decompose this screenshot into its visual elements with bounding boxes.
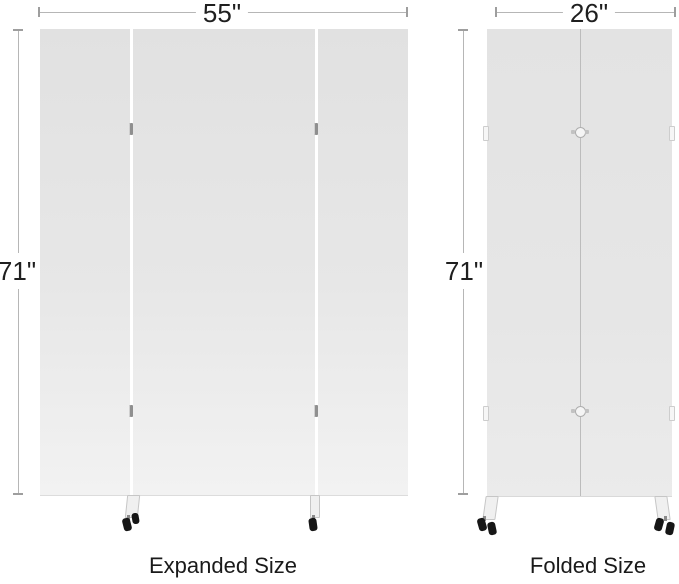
expanded-panel-right bbox=[318, 29, 408, 496]
caster-wheel-icon bbox=[303, 495, 333, 535]
dimension-tick-icon bbox=[406, 7, 408, 17]
edge-hinge-icon bbox=[483, 406, 489, 421]
hinge-icon bbox=[129, 405, 133, 417]
edge-hinge-icon bbox=[669, 126, 675, 141]
hinge-icon bbox=[314, 405, 318, 417]
hinge-icon bbox=[129, 123, 133, 135]
folded-width-label: 26" bbox=[562, 0, 616, 26]
dimension-tick-icon bbox=[458, 29, 468, 31]
dimension-tick-icon bbox=[674, 7, 676, 17]
folded-panel bbox=[487, 29, 672, 497]
edge-hinge-icon bbox=[669, 406, 675, 421]
folded-caption: Folded Size bbox=[529, 553, 647, 578]
edge-hinge-icon bbox=[483, 126, 489, 141]
dimension-tick-icon bbox=[458, 493, 468, 495]
hinge-icon bbox=[571, 403, 589, 419]
expanded-panel-left bbox=[40, 29, 130, 496]
folded-height-label: 71" bbox=[442, 253, 486, 289]
caster-wheel-icon bbox=[118, 495, 148, 535]
fold-line bbox=[579, 29, 581, 496]
expanded-panel-center bbox=[133, 29, 315, 496]
hinge-icon bbox=[314, 123, 318, 135]
hinge-icon bbox=[571, 124, 589, 140]
caster-wheel-icon bbox=[647, 496, 677, 536]
expanded-width-label: 55" bbox=[195, 0, 249, 26]
dimension-tick-icon bbox=[13, 493, 23, 495]
dimension-tick-icon bbox=[13, 29, 23, 31]
dimension-tick-icon bbox=[495, 7, 497, 17]
expanded-caption: Expanded Size bbox=[149, 553, 297, 578]
dimension-tick-icon bbox=[38, 7, 40, 17]
expanded-height-label: 71" bbox=[0, 253, 39, 289]
caster-wheel-icon bbox=[474, 496, 504, 536]
